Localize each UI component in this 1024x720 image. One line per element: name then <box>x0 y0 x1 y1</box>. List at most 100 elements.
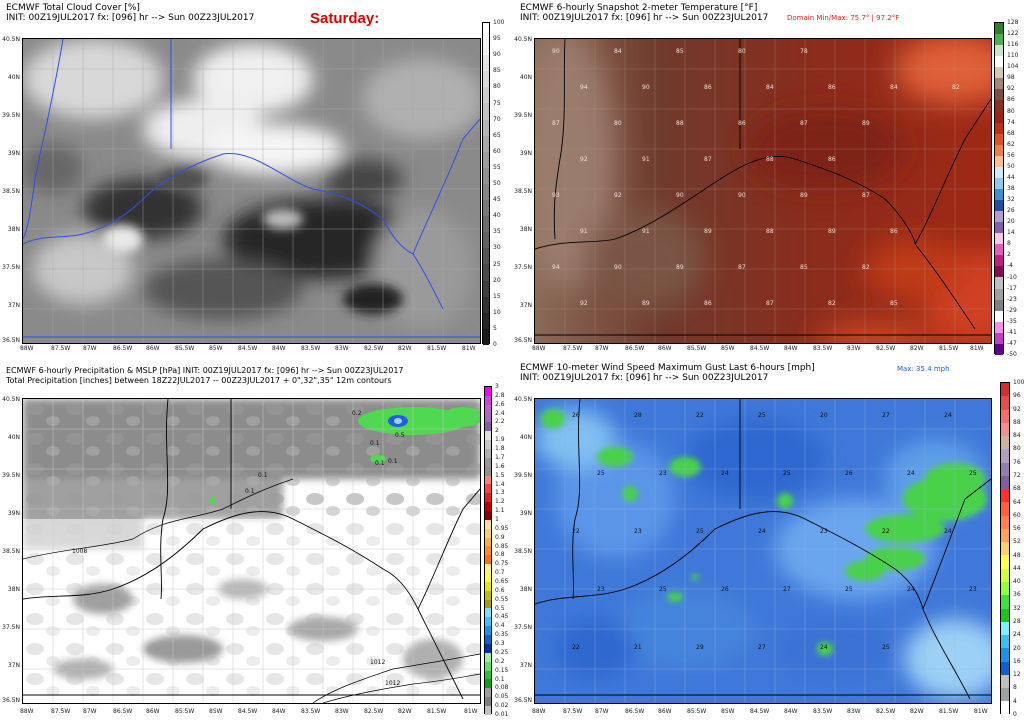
colorbar-segment <box>995 67 1003 79</box>
temp-domain-minmax: Domain Min/Max: 75.7° | 97.2°F <box>787 14 900 22</box>
colorbar-label: 0.9 <box>495 533 505 541</box>
temp-xtick: 83.5W <box>813 345 833 352</box>
colorbar-segment <box>1001 555 1009 569</box>
temp-value: 87 <box>704 156 712 163</box>
cloud-xtick: 87W <box>83 345 97 352</box>
temp-value: 87 <box>862 192 870 199</box>
temp-value: 92 <box>580 156 588 163</box>
cloud-xtick: 83W <box>335 345 349 352</box>
cloud-xtick: 86W <box>146 345 160 352</box>
precip-label: 0.2 <box>352 410 362 417</box>
precip-xtick: 82.5W <box>364 708 384 715</box>
wind-value: 25 <box>696 528 704 535</box>
colorbar-segment <box>995 233 1003 245</box>
temp-value: 92 <box>614 192 622 199</box>
wind-value: 26 <box>572 412 580 419</box>
temp-value: 88 <box>766 228 774 235</box>
colorbar-segment <box>485 466 491 476</box>
colorbar-label: 0.6 <box>495 586 505 594</box>
wind-value: 24 <box>907 586 915 593</box>
temp-xtick: 81.5W <box>939 345 959 352</box>
colorbar-label: 3 <box>495 383 499 390</box>
colorbar-segment <box>485 475 491 485</box>
colorbar-segment <box>485 661 491 671</box>
colorbar-segment <box>485 617 491 627</box>
temp-ytick: 37N <box>519 302 532 309</box>
colorbar-label: 68 <box>1007 129 1015 137</box>
temp-xtick: 87.5W <box>563 345 583 352</box>
cloud-xtick: 88W <box>20 345 34 352</box>
colorbar-segment <box>483 232 489 249</box>
colorbar-label: 0.2 <box>495 657 505 665</box>
wind-value: 22 <box>572 644 580 651</box>
precip-ytick: 40.5N <box>2 396 20 403</box>
colorbar-label: -23 <box>1007 295 1017 303</box>
temp-value: 80 <box>614 120 622 127</box>
colorbar-label: 0.55 <box>495 595 509 603</box>
wind-ytick: 39.5N <box>514 472 532 479</box>
temp-xtick: 82W <box>910 345 924 352</box>
colorbar-segment <box>1001 595 1009 609</box>
colorbar-segment <box>1001 383 1009 397</box>
colorbar-segment <box>483 167 489 184</box>
colorbar-label: 0.01 <box>495 711 509 718</box>
colorbar-segment <box>995 277 1003 289</box>
colorbar-label: 1 <box>495 515 499 523</box>
wind-value: 24 <box>721 470 729 477</box>
colorbar-segment <box>485 395 491 405</box>
wind-xtick: 84.5W <box>750 708 770 715</box>
wind-value: 22 <box>572 528 580 535</box>
cloud-xtick: 87.5W <box>51 345 71 352</box>
colorbar-label: 1.2 <box>495 498 505 506</box>
wind-value: 25 <box>882 644 890 651</box>
colorbar-segment <box>995 144 1003 156</box>
colorbar-segment <box>995 222 1003 234</box>
wind-xtick: 85.5W <box>687 708 707 715</box>
wind-xtick: 81.5W <box>939 708 959 715</box>
precip-xtick: 84W <box>272 708 286 715</box>
colorbar-label: 86 <box>1007 96 1015 104</box>
colorbar-label: 80 <box>1013 445 1021 453</box>
wind-xtick: 86W <box>658 708 672 715</box>
colorbar-label: 40 <box>1013 578 1021 586</box>
precip-map-svg <box>23 399 480 703</box>
temp-value: 93 <box>552 192 560 199</box>
colorbar-segment <box>485 643 491 653</box>
cloud-map-svg <box>23 39 480 343</box>
wind-init: INIT: 00Z19JUL2017 fx: [096] hr --> Sun … <box>520 373 769 383</box>
colorbar-label: 0.08 <box>495 684 509 692</box>
cloud-cover-panel: ECMWF Total Cloud Cover [%] INIT: 00Z19J… <box>0 0 512 360</box>
colorbar-label: 44 <box>1013 564 1021 572</box>
colorbar-label: 60 <box>1013 511 1021 519</box>
temp-value: 86 <box>890 228 898 235</box>
colorbar-segment <box>483 151 489 168</box>
colorbar-label: 0.5 <box>495 604 505 612</box>
temp-xtick: 85W <box>721 345 735 352</box>
colorbar-segment <box>995 177 1003 189</box>
temp-value: 89 <box>828 228 836 235</box>
wind-value: 25 <box>845 586 853 593</box>
colorbar-label: 0 <box>493 341 497 348</box>
colorbar-label: 1.6 <box>495 462 505 470</box>
colorbar-segment <box>485 546 491 556</box>
cloud-ytick: 38N <box>7 226 20 233</box>
precip-ytick: 36.5N <box>2 697 20 704</box>
colorbar-label: 0.15 <box>495 666 509 674</box>
temp-value: 90 <box>676 192 684 199</box>
colorbar-label: 60 <box>493 147 501 155</box>
wind-ytick: 38N <box>519 586 532 593</box>
colorbar-label: 0.45 <box>495 613 509 621</box>
colorbar-label: 0.3 <box>495 640 505 648</box>
colorbar-segment <box>483 264 489 281</box>
colorbar-label: 56 <box>1013 525 1021 533</box>
colorbar-segment <box>995 111 1003 123</box>
temp-ytick: 39.5N <box>514 112 532 119</box>
colorbar-segment <box>1001 449 1009 463</box>
wind-value: 24 <box>907 470 915 477</box>
colorbar-segment <box>1001 608 1009 622</box>
wind-value: 27 <box>882 412 890 419</box>
wind-value: 25 <box>783 470 791 477</box>
colorbar-label: 50 <box>1007 162 1015 170</box>
colorbar-segment <box>485 413 491 423</box>
colorbar-label: 2.2 <box>495 418 505 426</box>
